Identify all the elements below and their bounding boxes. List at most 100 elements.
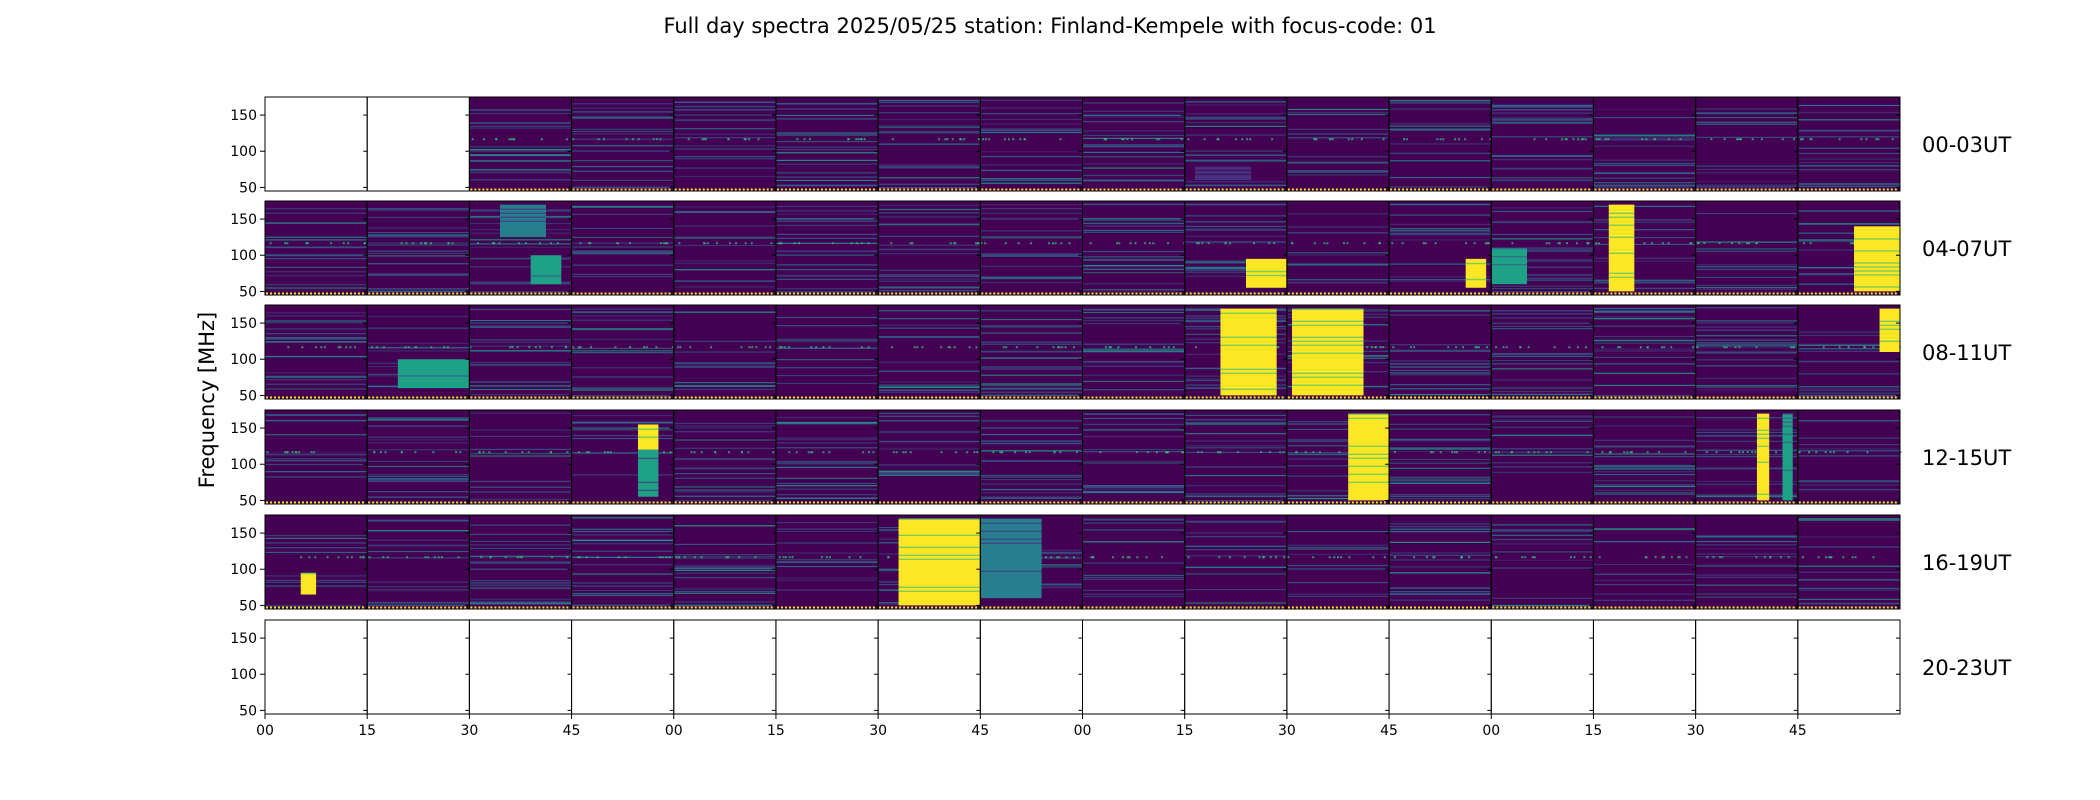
panel-r5-c12 — [1491, 620, 1594, 714]
x-tick-label: 15 — [358, 723, 376, 739]
panel-r5-c14 — [1695, 620, 1798, 714]
panel-r1-c6 — [878, 201, 982, 295]
panel-r4-c0 — [265, 515, 368, 609]
panel-r0-c14 — [1695, 97, 1798, 191]
panel-r4-c3 — [571, 515, 674, 609]
panel-r3-c8 — [1082, 410, 1185, 504]
row-label: 00-03UT — [1922, 133, 2011, 157]
panel-r2-c6 — [878, 305, 981, 399]
burst-r3-3 — [1756, 413, 1770, 501]
y-tick-label: 50 — [239, 703, 257, 719]
panel-frame — [1797, 619, 1901, 715]
panel-r2-c3 — [571, 305, 675, 399]
x-tick-label: 45 — [1789, 723, 1807, 739]
panel-r1-c10 — [1286, 201, 1390, 295]
row-label: 12-15UT — [1922, 446, 2011, 470]
panel-r2-c8 — [1082, 305, 1187, 399]
burst-r2-3 — [1879, 308, 1900, 352]
panel-r3-c11 — [1389, 410, 1492, 504]
panel-frame — [1797, 96, 1901, 192]
burst-r2-2 — [1291, 308, 1364, 396]
panel-r3-c1 — [367, 410, 470, 504]
panel-r0-c8 — [1082, 97, 1185, 191]
panel-r3-c2 — [469, 410, 572, 504]
x-tick-label: 45 — [1380, 723, 1398, 739]
panel-r5-c6 — [878, 620, 981, 714]
panel-r5-c8 — [1082, 620, 1185, 714]
panel-r0-c15 — [1797, 97, 1900, 191]
panel-frame — [1797, 200, 1901, 296]
panel-r2-c11 — [1389, 305, 1492, 399]
x-tick-label: 00 — [1482, 723, 1500, 739]
x-tick-label: 30 — [460, 723, 478, 739]
y-tick-label: 50 — [239, 284, 257, 300]
panel-r4-c4 — [673, 515, 778, 609]
burst-r3-4 — [1782, 413, 1793, 501]
y-tick-label: 100 — [230, 248, 257, 264]
panel-r0-c12 — [1491, 97, 1594, 191]
panel-r4-c2 — [469, 515, 574, 609]
panel-r3-c13 — [1593, 410, 1696, 504]
y-tick-label: 150 — [230, 631, 257, 647]
panel-r3-c4 — [673, 410, 776, 504]
burst-r1-0 — [500, 204, 547, 238]
y-tick-label: 100 — [230, 457, 257, 473]
panel-r5-c15 — [1797, 620, 1900, 714]
panel-r1-c7 — [980, 201, 1083, 295]
panel-r5-c9 — [1184, 620, 1287, 714]
panel-r2-c2 — [469, 305, 572, 399]
y-tick-label: 100 — [230, 144, 257, 160]
panel-r4-c11 — [1389, 515, 1492, 609]
ticks-layer: 150 100 50 150 100 50 150 100 50 150 100 50 150 100 50… — [230, 108, 1806, 739]
panel-r5-c13 — [1593, 620, 1696, 714]
burst-r1-3 — [1465, 258, 1487, 288]
panel-r0-c6 — [878, 97, 981, 191]
panel-r1-c0 — [265, 201, 368, 295]
panel-r1-c4 — [673, 201, 776, 295]
burst-r4-1 — [898, 518, 981, 606]
panel-r2-c0 — [265, 305, 368, 399]
panel-r2-c14 — [1695, 305, 1798, 399]
burst-r1-1 — [530, 255, 562, 285]
y-tick-label: 50 — [239, 180, 257, 196]
panel-r0-c13 — [1593, 97, 1696, 191]
panel-r0-c10 — [1286, 97, 1390, 191]
panel-r4-c15 — [1797, 515, 1900, 609]
panel-r2-c12 — [1491, 305, 1594, 399]
panel-r2-c13 — [1593, 305, 1696, 399]
panel-r3-c12 — [1491, 410, 1594, 504]
row-labels-layer: 00-03UT 04-07UT 08-11UT 12-15UT 16-19UT 20-23… — [1922, 133, 2011, 680]
x-tick-label: 45 — [563, 723, 581, 739]
panel-r4-c5 — [775, 515, 879, 609]
panel-r1-c1 — [367, 201, 470, 295]
panel-r1-c5 — [775, 201, 879, 295]
y-axis-label: Frequency [MHz] — [195, 312, 219, 488]
panel-r0-c0 — [265, 97, 368, 191]
panel-r4-c13 — [1593, 515, 1696, 609]
panel-r2-c4 — [673, 305, 776, 399]
x-tick-label: 00 — [256, 723, 274, 739]
panel-r5-c5 — [775, 620, 879, 714]
panel-r0-c11 — [1389, 97, 1492, 191]
y-tick-label: 100 — [230, 562, 257, 578]
panel-r5-c10 — [1286, 620, 1390, 714]
burst-r1-6 — [1854, 226, 1900, 292]
panel-r4-c1 — [367, 515, 470, 609]
panels-layer — [265, 97, 1902, 714]
panel-r4-c10 — [1286, 515, 1391, 609]
panel-r1-c14 — [1695, 201, 1798, 295]
burst-r1-5 — [1608, 204, 1635, 292]
y-tick-label: 150 — [230, 108, 257, 124]
row-label: 04-07UT — [1922, 237, 2011, 261]
frames-layer — [264, 96, 1901, 715]
panel-r3-c9 — [1184, 410, 1287, 504]
y-tick-label: 50 — [239, 388, 257, 404]
panel-frame — [1797, 409, 1901, 505]
y-tick-label: 50 — [239, 493, 257, 509]
y-tick-label: 100 — [230, 667, 257, 683]
burst-r3-0 — [637, 424, 659, 450]
panel-r5-c3 — [571, 620, 674, 714]
chart-title: Full day spectra 2025/05/25 station: Fin… — [663, 14, 1436, 38]
panel-r2-c5 — [775, 305, 879, 399]
panel-r0-c2 — [469, 97, 572, 191]
